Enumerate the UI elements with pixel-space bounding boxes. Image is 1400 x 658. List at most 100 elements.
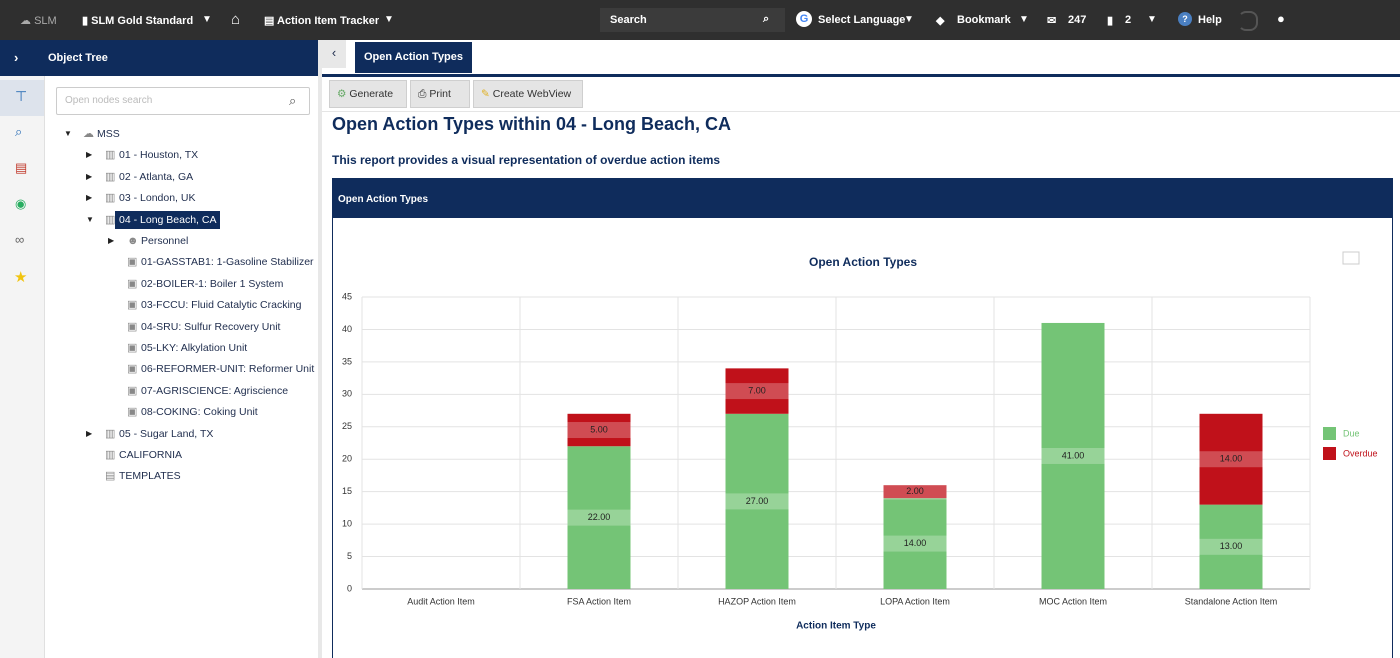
tree-toggle[interactable]: ▼ [86,214,94,224]
data-label: 14.00 [1220,454,1243,464]
dropdown-arrow[interactable]: ▼ [1019,14,1029,25]
panel-body [332,218,1393,658]
report-description: This report provides a visual representa… [332,153,721,167]
module-menu[interactable]: ▤ Action Item Tracker [264,15,380,27]
inbox-count[interactable]: 247 [1068,14,1087,26]
data-label: 5.00 [590,424,608,434]
y-tick-label: 20 [342,454,352,464]
tree-tab[interactable] [0,80,44,116]
tree-node[interactable]: 04-SRU: Sulfur Recovery Unit [141,320,281,333]
favorites-icon[interactable]: ★ [14,269,28,286]
label-band [725,383,789,400]
tree-node[interactable]: TEMPLATES [119,470,181,483]
app-name[interactable]: ☁ SLM [20,15,57,27]
tree-toggle[interactable]: ▶ [86,193,93,203]
search-tab-icon[interactable]: ⌕ [15,124,23,139]
expand-icon[interactable]: › [14,50,19,65]
report-title: Open Action Types within 04 - Long Beach… [332,114,732,134]
data-label: 41.00 [1062,450,1085,460]
tree-icon: ▣ [127,320,138,333]
tree-node[interactable]: 03-FCCU: Fluid Catalytic Cracking [141,299,302,312]
tree-node[interactable]: 01 - Houston, TX [119,149,199,162]
webview-button[interactable]: ✎ Create WebView [473,80,583,108]
tree-node[interactable]: 02-BOILER-1: Boiler 1 System [141,277,284,290]
data-label: 2.00 [906,486,924,496]
tree-node[interactable]: 05 - Sugar Land, TX [119,427,214,440]
inbox-icon: ✉ [1047,15,1057,27]
y-tick-label: 0 [347,583,352,593]
tree-node[interactable]: 05-LKY: Alkylation Unit [141,342,248,354]
data-label: 13.00 [1220,541,1243,551]
home-icon[interactable]: ⌂ [231,11,241,28]
label-band [883,535,947,552]
tree-node[interactable]: 02 - Atlanta, GA [119,170,194,183]
search-icon: ⌕ [763,13,770,25]
tree-node[interactable]: 06-REFORMER-UNIT: Reformer Unit [141,363,315,376]
hierarchy-icon[interactable]: ⊤ [15,88,28,104]
search-box[interactable]: Search ⌕ [600,8,785,32]
tree-icon: ▣ [127,384,138,397]
tree-icon: ☻ [127,235,139,247]
theme-toggle[interactable] [1238,11,1258,31]
label-band [883,483,947,500]
tree-node[interactable]: MSS [97,128,120,140]
generate-button[interactable]: ⚙ Generate [329,80,407,108]
task-icon: ▮ [1107,15,1114,27]
y-tick-label: 35 [342,356,352,366]
active-tab[interactable]: Open Action Types [355,42,473,73]
database-menu[interactable]: ▮ SLM Gold Standard [82,15,194,27]
tree-toggle[interactable]: ▶ [86,150,93,160]
tree-node[interactable]: 01-GASSTAB1: 1-Gasoline Stabilizer [141,256,314,269]
print-button[interactable]: ⎙ Print [410,80,470,108]
dropdown-arrow[interactable]: ▼ [904,14,914,25]
tree-icon: ▥ [105,192,116,205]
tree-toggle[interactable]: ▶ [86,428,93,438]
bar-segment [1199,413,1263,505]
button-label: Print [429,88,451,100]
y-tick-label: 40 [342,324,352,334]
refresh-icon[interactable]: ◉ [15,196,27,211]
y-tick-label: 25 [342,421,352,431]
label-band [567,509,631,526]
user-icon[interactable]: ● [1277,11,1285,26]
data-label: 14.00 [904,538,927,548]
language-menu[interactable]: Select Language [818,14,906,26]
collapse-button[interactable]: ‹ [322,40,346,68]
tree-node[interactable]: 03 - London, UK [119,192,196,205]
tree-node[interactable]: 08-COKING: Coking Unit [141,406,258,419]
y-tick-label: 30 [342,389,352,399]
export-image-icon[interactable] [1342,251,1360,265]
task-count[interactable]: 2 [1125,14,1132,26]
label-band [725,493,789,510]
tree-search[interactable]: Open nodes search ⌕ [56,87,310,115]
dropdown-arrow[interactable]: ▼ [202,14,212,25]
bookmark-menu[interactable]: Bookmark [957,14,1011,26]
x-tick-label: Audit Action Item [407,596,475,606]
bar-segment [725,413,789,589]
tree-toggle[interactable]: ▼ [64,129,72,138]
tree-node[interactable]: Personnel [141,235,189,247]
tree-node[interactable]: 04 - Long Beach, CA [115,210,221,229]
data-label: 7.00 [748,385,766,395]
tree-node[interactable]: 07-AGRISCIENCE: Agriscience [141,384,289,397]
y-tick-label: 10 [342,518,352,528]
dropdown-arrow[interactable]: ▼ [384,14,394,25]
label-band [1199,538,1263,555]
help-link[interactable]: Help [1198,14,1222,26]
link-icon[interactable]: ∞ [15,232,25,247]
tree-icon: ▥ [105,149,116,162]
divider [322,111,1400,112]
panel-title: Open Action Types [338,194,429,205]
tree-toggle[interactable]: ▶ [86,171,93,181]
tree-icon: ▥ [105,213,116,226]
dropdown-arrow[interactable]: ▼ [1147,14,1157,25]
tree-node[interactable]: CALIFORNIA [119,449,183,461]
tree-icon: ▣ [127,342,138,354]
label-band [567,422,631,439]
splitter[interactable] [318,40,322,658]
module-label: Action Item Tracker [277,15,380,27]
report-icon[interactable]: ▤ [15,160,28,175]
tree-toggle[interactable]: ▶ [108,236,115,245]
y-tick-label: 45 [342,291,352,301]
